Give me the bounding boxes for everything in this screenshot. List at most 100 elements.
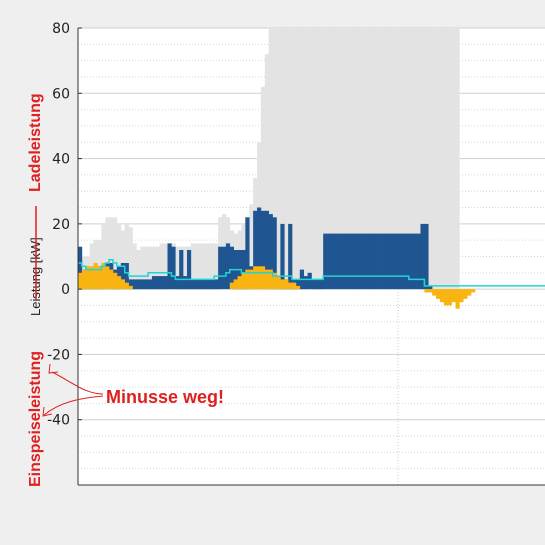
bar-background	[292, 28, 297, 290]
bar-background	[113, 217, 118, 290]
bar-secondary	[447, 289, 452, 306]
bar-main	[218, 246, 223, 290]
bar-main	[381, 233, 386, 290]
bar-background	[408, 28, 413, 290]
bar-background	[288, 28, 293, 290]
bar-main	[330, 233, 336, 290]
bar-background	[148, 246, 153, 290]
bar-main	[424, 223, 429, 290]
bar-background	[97, 240, 102, 290]
bar-main	[264, 210, 269, 290]
bar-secondary	[463, 289, 468, 299]
bar-secondary	[229, 282, 234, 290]
bar-secondary	[467, 289, 472, 296]
bar-main	[183, 276, 188, 290]
bar-background	[144, 246, 149, 290]
bar-main	[120, 263, 125, 290]
bar-main	[268, 214, 273, 290]
bar-main	[389, 233, 394, 290]
bar-main	[167, 243, 172, 290]
bar-main	[288, 223, 293, 290]
bar-secondary	[113, 272, 118, 290]
bar-background	[109, 217, 114, 290]
bar-main	[144, 279, 149, 290]
annotation-arrow-upper	[51, 371, 104, 395]
bar-background	[416, 28, 421, 290]
bar-secondary	[105, 266, 110, 290]
bar-main	[186, 250, 192, 290]
bar-background	[206, 243, 211, 290]
bar-main	[179, 250, 184, 290]
bar-background	[272, 28, 277, 290]
bar-secondary	[101, 263, 106, 290]
bar-background	[214, 243, 219, 290]
bar-secondary	[424, 289, 429, 293]
bar-background	[365, 28, 371, 290]
bar-main	[214, 279, 219, 290]
bar-background	[455, 28, 460, 290]
bar-background	[284, 28, 289, 290]
bar-main	[132, 279, 137, 290]
bar-background	[385, 28, 390, 290]
bar-secondary	[455, 289, 460, 309]
bar-secondary	[128, 285, 133, 290]
bar-secondary	[428, 289, 433, 293]
bar-secondary	[436, 289, 441, 299]
bar-main	[334, 233, 340, 290]
bar-main	[136, 279, 141, 290]
annotation-arrow-lower	[43, 395, 104, 416]
bar-secondary	[432, 289, 437, 296]
bar-background	[132, 243, 137, 290]
bar-secondary	[264, 269, 269, 290]
bar-background	[436, 28, 441, 290]
bar-secondary	[116, 276, 122, 290]
y-tick-label: 80	[52, 21, 70, 37]
bar-main	[342, 233, 347, 290]
bar-secondary	[253, 266, 258, 290]
bar-background	[190, 243, 196, 290]
bar-main	[404, 233, 410, 290]
bar-main	[272, 217, 277, 290]
bar-main	[315, 279, 320, 290]
bar-secondary	[292, 282, 297, 290]
bar-secondary	[284, 279, 289, 290]
bar-main	[416, 233, 421, 290]
bar-main	[155, 276, 161, 290]
bar-secondary	[233, 279, 238, 290]
bar-background	[163, 243, 168, 290]
bar-background	[183, 246, 188, 290]
bar-background	[381, 28, 386, 290]
bar-main	[280, 223, 285, 290]
bar-main	[253, 210, 258, 290]
bar-background	[264, 54, 269, 290]
bar-background	[198, 243, 203, 290]
bar-main	[408, 233, 413, 290]
bar-background	[330, 28, 336, 290]
bar-background	[377, 28, 382, 290]
bar-background	[350, 28, 355, 290]
annotation-minusse-weg: Minusse weg!	[106, 387, 224, 407]
annotation-einspeiseleistung: Einspeiseleistung	[27, 351, 44, 487]
bar-secondary	[109, 269, 114, 290]
y-tick-label: 0	[61, 282, 70, 298]
bar-secondary	[295, 285, 301, 290]
bar-main	[198, 279, 203, 290]
bar-main	[202, 279, 207, 290]
bar-background	[210, 243, 215, 290]
bar-main	[128, 279, 133, 290]
bar-background	[439, 28, 445, 290]
bar-main	[354, 233, 359, 290]
bar-background	[397, 28, 402, 290]
bar-main	[319, 279, 324, 290]
bar-secondary	[443, 289, 449, 306]
bar-main	[295, 279, 301, 290]
bar-background	[432, 28, 437, 290]
bar-background	[373, 28, 378, 290]
bar-main	[151, 276, 157, 290]
bar-background	[303, 28, 308, 290]
bar-background	[311, 28, 316, 290]
bar-background	[159, 243, 164, 290]
bar-main	[171, 246, 176, 290]
bar-main	[245, 217, 250, 290]
